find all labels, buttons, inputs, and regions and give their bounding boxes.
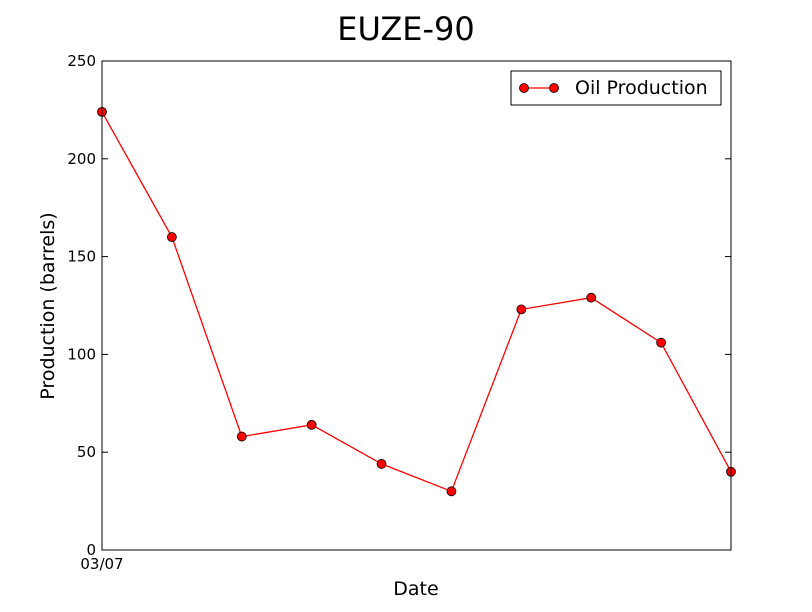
series-layer bbox=[97, 106, 736, 497]
y-tick-label: 250 bbox=[67, 52, 96, 70]
data-point bbox=[516, 304, 527, 315]
plot-frame bbox=[101, 60, 732, 551]
data-point bbox=[656, 337, 667, 348]
x-tick-label: 03/07 bbox=[80, 555, 123, 573]
y-tick-label: 200 bbox=[67, 150, 96, 168]
y-tick-label: 50 bbox=[77, 443, 96, 461]
y-tick-label: 150 bbox=[67, 248, 96, 266]
y-tick-label: 100 bbox=[67, 345, 96, 363]
data-point bbox=[306, 419, 317, 430]
data-point bbox=[236, 431, 247, 442]
y-axis-label: Production (barrels) bbox=[37, 212, 59, 399]
legend-marker-right bbox=[549, 83, 559, 93]
x-axis-ticks: 03/07 bbox=[80, 555, 123, 573]
y-tick-label: 0 bbox=[86, 541, 96, 559]
legend-label: Oil Production bbox=[575, 77, 708, 99]
x-axis-label: Date bbox=[393, 578, 438, 600]
data-point bbox=[376, 459, 387, 469]
chart-title: EUZE-90 bbox=[337, 10, 474, 48]
data-point bbox=[586, 292, 597, 303]
data-point bbox=[446, 486, 457, 497]
data-point bbox=[166, 232, 177, 242]
y-axis-ticks: 0 50 100 150 200 250 bbox=[67, 52, 731, 559]
series-line bbox=[101, 111, 732, 493]
legend: Oil Production bbox=[510, 70, 722, 106]
legend-marker-left bbox=[519, 83, 529, 93]
